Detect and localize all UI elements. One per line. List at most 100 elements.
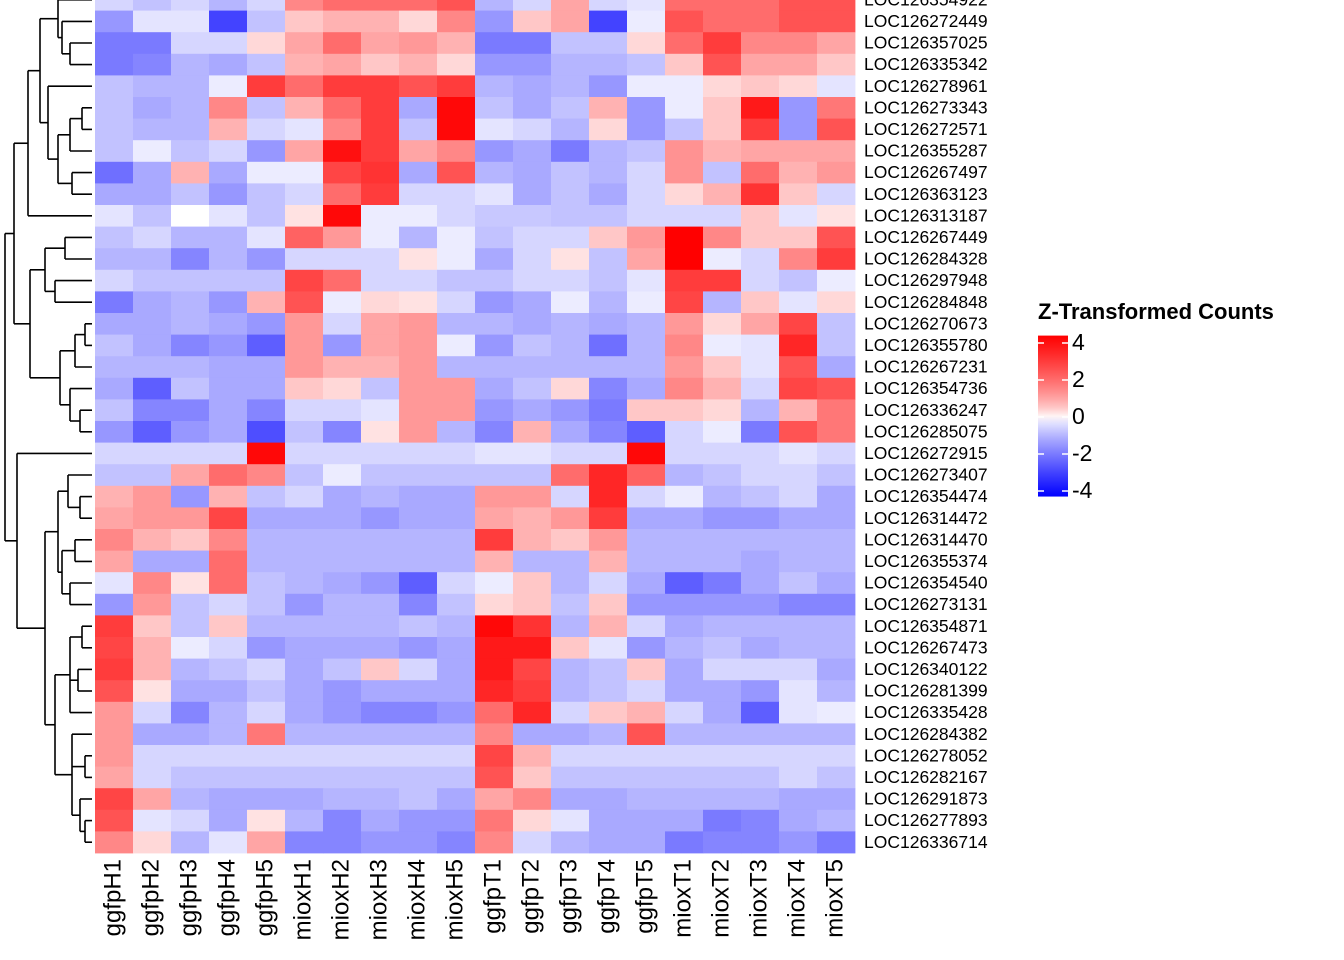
heatmap-cell — [817, 205, 856, 227]
heatmap-cell — [209, 356, 248, 379]
heatmap-cell — [817, 291, 856, 314]
heatmap-cell — [551, 701, 590, 724]
heatmap-cell — [95, 615, 134, 638]
heatmap-cell — [171, 53, 210, 76]
heatmap-cell — [437, 766, 476, 789]
heatmap-cell — [399, 377, 438, 400]
heatmap-cell — [437, 615, 476, 638]
heatmap-cell — [703, 723, 742, 746]
heatmap-cell — [817, 118, 856, 141]
heatmap-cell — [323, 0, 362, 11]
heatmap-cell — [285, 766, 324, 789]
heatmap-cell — [171, 550, 210, 573]
heatmap-cell — [551, 550, 590, 573]
heatmap-cell — [779, 658, 818, 681]
heatmap-cell — [437, 550, 476, 573]
heatmap-cell — [551, 0, 590, 11]
heatmap-cell — [513, 161, 552, 184]
column-label: mioxH2 — [327, 859, 354, 940]
heatmap-cell — [513, 97, 552, 119]
heatmap-cell — [437, 313, 476, 335]
heatmap-cell — [171, 615, 210, 638]
heatmap-cell — [551, 226, 590, 249]
heatmap-cell — [513, 507, 552, 530]
heatmap-cell — [589, 809, 628, 832]
heatmap-cell — [285, 75, 324, 98]
heatmap-cell — [779, 334, 818, 357]
heatmap-cell — [133, 723, 172, 746]
heatmap-cell — [703, 118, 742, 141]
heatmap-cell — [95, 97, 134, 119]
row-label: LOC126272449 — [864, 11, 988, 31]
heatmap-cell — [513, 399, 552, 422]
row-label: LOC126357025 — [864, 33, 988, 53]
heatmap-cell — [285, 745, 324, 767]
heatmap-cell — [361, 658, 400, 681]
heatmap-cell — [741, 0, 780, 11]
heatmap-cell — [209, 269, 248, 292]
heatmap-cell — [551, 248, 590, 271]
heatmap-cell — [627, 0, 666, 11]
row-label: LOC126281399 — [864, 681, 988, 701]
heatmap-cell — [475, 529, 514, 551]
heatmap-cell — [323, 485, 362, 508]
heatmap-cell — [171, 97, 210, 119]
heatmap-cell — [551, 658, 590, 681]
heatmap-cell — [399, 766, 438, 789]
heatmap-cell — [475, 701, 514, 724]
heatmap-cell — [475, 809, 514, 832]
column-label: ggfpT2 — [517, 859, 544, 934]
heatmap-cell — [551, 75, 590, 98]
heatmap-cell — [779, 377, 818, 400]
heatmap-cell — [627, 140, 666, 163]
heatmap-cell — [171, 788, 210, 811]
row-label: LOC126354540 — [864, 573, 988, 593]
heatmap-cell — [627, 507, 666, 530]
heatmap-cell — [133, 32, 172, 55]
legend-tick-label: 2 — [1072, 366, 1085, 392]
heatmap-cell — [285, 291, 324, 314]
column-label: mioxT2 — [707, 859, 734, 938]
heatmap-cell — [323, 97, 362, 119]
heatmap-cell — [627, 97, 666, 119]
row-label: LOC126273343 — [864, 97, 988, 117]
heatmap-cell — [665, 140, 704, 163]
heatmap-cell — [209, 118, 248, 141]
heatmap-cell — [361, 183, 400, 206]
heatmap-cell — [95, 745, 134, 767]
heatmap-cell — [437, 0, 476, 11]
heatmap-cell — [209, 572, 248, 595]
heatmap-cell — [741, 701, 780, 724]
heatmap-cell — [703, 291, 742, 314]
heatmap-cell — [513, 680, 552, 703]
heatmap-cell — [95, 118, 134, 141]
heatmap-cell — [703, 0, 742, 11]
heatmap-cell — [323, 658, 362, 681]
heatmap-cell — [475, 572, 514, 595]
heatmap-cell — [817, 421, 856, 443]
heatmap-cell — [247, 183, 286, 206]
heatmap-cell — [475, 745, 514, 767]
heatmap-cell — [627, 248, 666, 271]
heatmap-cell — [817, 399, 856, 422]
heatmap-cell — [361, 356, 400, 379]
heatmap-cell — [285, 464, 324, 487]
heatmap-cell — [361, 205, 400, 227]
heatmap-cell — [247, 788, 286, 811]
heatmap-cell — [437, 572, 476, 595]
row-label: LOC126355287 — [864, 141, 988, 161]
heatmap-cell — [817, 550, 856, 573]
heatmap-cell — [133, 442, 172, 465]
heatmap-cell — [513, 356, 552, 379]
heatmap-cell — [627, 183, 666, 206]
heatmap-cell — [551, 485, 590, 508]
heatmap-cell — [589, 701, 628, 724]
heatmap-cell — [665, 615, 704, 638]
heatmap-cell — [171, 809, 210, 832]
heatmap-cell — [665, 658, 704, 681]
heatmap-cell — [247, 0, 286, 11]
heatmap-cell — [171, 745, 210, 767]
heatmap-cell — [513, 745, 552, 767]
heatmap-cell — [285, 140, 324, 163]
heatmap-cell — [247, 291, 286, 314]
